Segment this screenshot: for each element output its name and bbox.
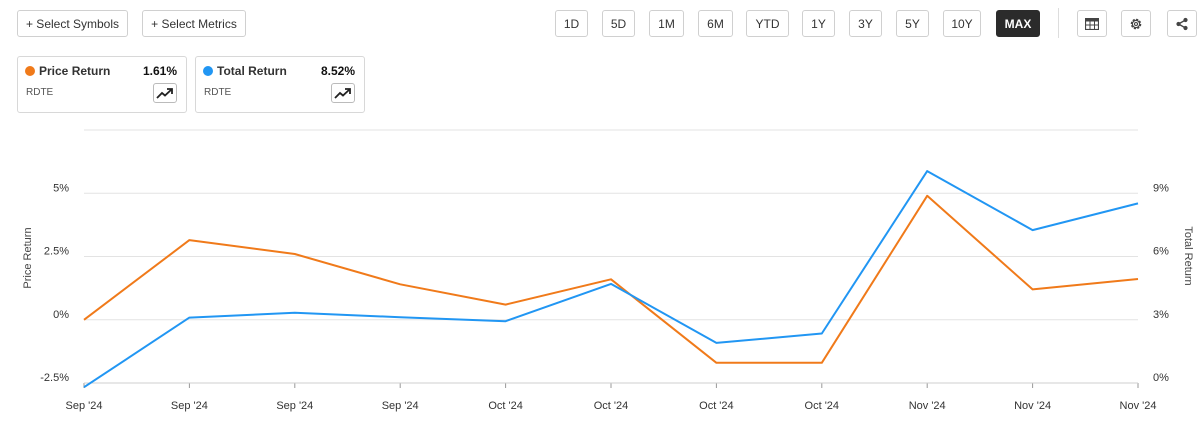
price-return-label: Price Return	[39, 64, 111, 78]
y2-tick-label: 6%	[1153, 246, 1169, 258]
y2-tick-label: 0%	[1153, 372, 1169, 384]
price-return-legend-dot	[25, 66, 35, 76]
total-return-legend-dot	[203, 66, 213, 76]
x-tick-label: Oct '24	[488, 400, 523, 412]
share-button[interactable]	[1167, 10, 1197, 37]
x-tick-label: Oct '24	[594, 400, 629, 412]
x-tick-label: Sep '24	[171, 400, 208, 412]
y-tick-label: 2.5%	[44, 246, 69, 258]
toolbar-divider	[1058, 8, 1059, 38]
total-return-card[interactable]: Total Return 8.52% RDTE	[195, 56, 365, 113]
price-return-symbol: RDTE	[26, 87, 54, 98]
y-axis-title: Price Return	[22, 227, 34, 288]
y-tick-label: -2.5%	[40, 372, 69, 384]
range-button-3y[interactable]: 3Y	[849, 10, 882, 37]
gear-icon	[1130, 18, 1142, 29]
select-metrics-button[interactable]: + Select Metrics	[142, 10, 246, 37]
range-button-5y[interactable]: 5Y	[896, 10, 929, 37]
x-tick-label: Sep '24	[66, 400, 103, 412]
x-tick-label: Sep '24	[382, 400, 419, 412]
total-return-symbol: RDTE	[204, 87, 232, 98]
series-line-total-return	[83, 170, 1139, 389]
y2-tick-label: 9%	[1153, 182, 1169, 194]
y2-tick-label: 3%	[1153, 309, 1169, 321]
y2-axis-title: Total Return	[1182, 226, 1194, 285]
price-return-chart-toggle[interactable]	[153, 83, 177, 103]
x-tick-label: Nov '24	[1120, 400, 1157, 412]
price-return-value: 1.61%	[142, 64, 177, 78]
settings-button[interactable]	[1121, 10, 1151, 37]
x-tick-label: Oct '24	[699, 400, 734, 412]
total-return-value: 8.52%	[320, 64, 355, 78]
y-tick-label: 5%	[53, 182, 69, 194]
series-line-price-return	[83, 194, 1139, 364]
range-button-10y[interactable]: 10Y	[943, 10, 981, 37]
price-return-card[interactable]: Price Return 1.61% RDTE	[17, 56, 187, 113]
range-button-1m[interactable]: 1M	[649, 10, 684, 37]
table-icon	[1085, 17, 1099, 30]
trending-up-icon	[334, 88, 351, 99]
share-icon	[1176, 17, 1188, 30]
range-button-ytd[interactable]: YTD	[746, 10, 789, 37]
total-return-chart-toggle[interactable]	[331, 83, 355, 103]
range-button-max[interactable]: MAX	[996, 10, 1040, 37]
range-button-6m[interactable]: 6M	[698, 10, 733, 37]
range-button-1y[interactable]: 1Y	[802, 10, 835, 37]
trending-up-icon	[156, 88, 173, 99]
x-tick-label: Oct '24	[805, 400, 840, 412]
range-button-1d[interactable]: 1D	[555, 10, 588, 37]
select-symbols-button[interactable]: + Select Symbols	[17, 10, 128, 37]
range-button-5d[interactable]: 5D	[602, 10, 635, 37]
x-tick-label: Sep '24	[276, 400, 313, 412]
table-view-button[interactable]	[1077, 10, 1107, 37]
x-tick-label: Nov '24	[1014, 400, 1051, 412]
x-tick-label: Nov '24	[909, 400, 946, 412]
total-return-label: Total Return	[217, 64, 287, 78]
y-tick-label: 0%	[53, 309, 69, 321]
